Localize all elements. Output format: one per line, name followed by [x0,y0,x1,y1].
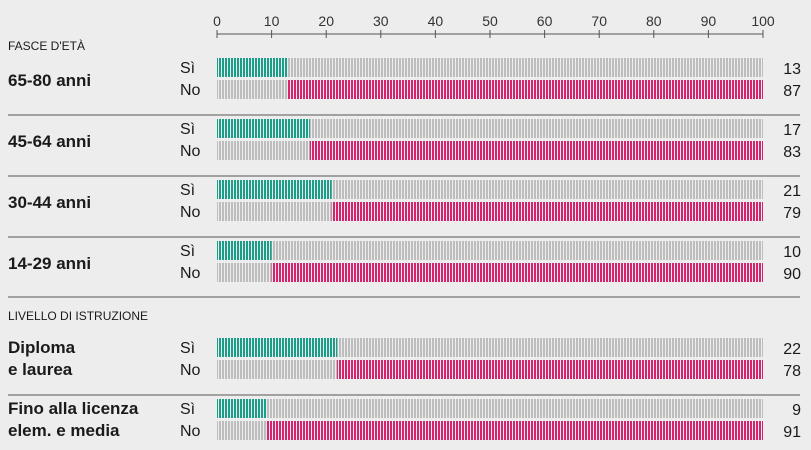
value-label-si: 21 [783,183,801,200]
row-label-no: No [180,82,201,99]
bar-group: Fino alla licenza elem. e media Sì 9 No 91 [8,399,801,441]
bar-si [217,338,338,357]
bar-group: 45-64 anni Sì 17 No 83 [8,119,801,161]
bar-no [271,263,763,282]
value-label-no: 91 [783,424,801,441]
x-tick-label: 50 [482,13,498,29]
value-label-no: 78 [783,363,801,380]
bar-no [331,202,763,221]
row-label-si: Sì [180,340,195,357]
group-label: 30-44 anni [8,193,91,212]
row-label-no: No [180,362,201,379]
group-label: 65-80 anni [8,71,91,90]
bar-group: 65-80 anni Sì 13 No 87 [8,58,801,100]
group-label: 45-64 anni [8,132,91,151]
row-label-no: No [180,204,201,221]
x-tick-label: 30 [373,13,389,29]
section-title: FASCE D'ETÀ [8,38,85,53]
value-label-si: 9 [792,402,801,419]
value-label-no: 87 [783,83,801,100]
bar-track [217,180,763,199]
bar-group: 30-44 anni Sì 21 No 79 [8,180,801,222]
row-label-si: Sì [180,401,195,418]
bar-si [217,180,332,199]
x-tick-label: 20 [318,13,334,29]
chart-body: FASCE D'ETÀ 65-80 anni Sì 13 No 87 45-64 anni S… [8,38,801,441]
group-label: Diploma [8,338,76,357]
value-label-si: 13 [783,61,801,78]
x-tick-label: 40 [428,13,444,29]
group-label: elem. e media [8,421,120,440]
row-label-si: Sì [180,182,195,199]
x-tick-label: 60 [537,13,553,29]
bar-si [217,241,272,260]
bar-group: 14-29 anni Sì 10 No 90 [8,241,801,283]
bar-track [217,241,763,260]
value-label-no: 90 [783,266,801,283]
bar-group: Diploma e laurea Sì 22 No 78 [8,338,801,380]
row-label-no: No [180,143,201,160]
bar-track [217,58,763,77]
row-label-si: Sì [180,121,195,138]
bar-track [217,338,763,357]
value-label-no: 83 [783,144,801,161]
bar-track [217,399,763,418]
group-label: Fino alla licenza [8,399,139,418]
x-tick-label: 90 [701,13,717,29]
bar-no [266,421,763,440]
x-tick-label: 100 [751,13,775,29]
bar-si [217,119,310,138]
bar-no [309,141,763,160]
value-label-si: 17 [783,122,801,139]
group-label: e laurea [8,360,73,379]
row-label-si: Sì [180,60,195,77]
x-tick-label: 0 [213,13,221,29]
value-label-si: 10 [783,244,801,261]
section-title: LIVELLO DI ISTRUZIONE [8,309,148,323]
bar-track [217,119,763,138]
bar-si [217,399,267,418]
value-label-no: 79 [783,205,801,222]
bar-no [287,80,763,99]
row-label-si: Sì [180,243,195,260]
value-label-si: 22 [783,341,801,358]
x-tick-label: 80 [646,13,662,29]
x-tick-label: 10 [264,13,280,29]
bar-no [337,360,763,379]
row-label-no: No [180,423,201,440]
bar-si [217,58,288,77]
group-label: 14-29 anni [8,254,91,273]
x-axis: 0 10 20 30 40 50 60 70 80 90 100 [213,13,775,38]
row-label-no: No [180,265,201,282]
x-tick-label: 70 [591,13,607,29]
